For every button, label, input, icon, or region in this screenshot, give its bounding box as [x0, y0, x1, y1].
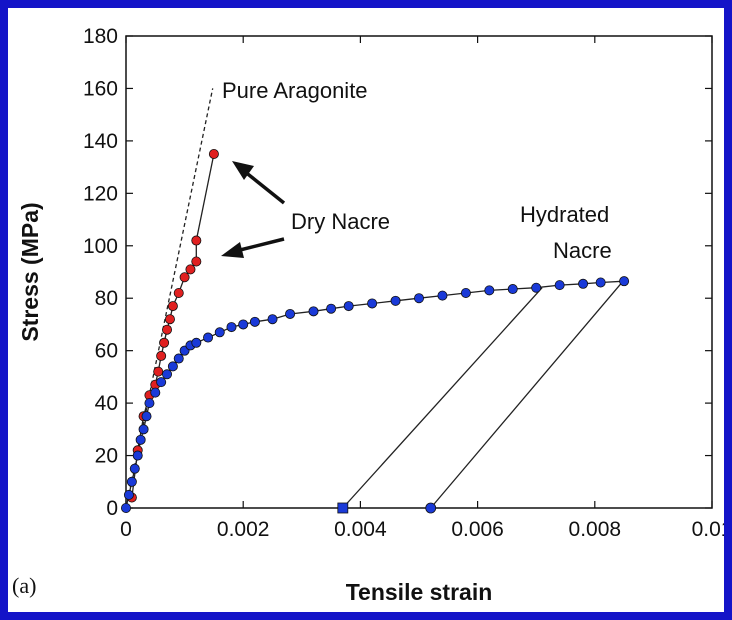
- data-point-dry-nacre: [191, 256, 202, 267]
- data-point-hydrated-nacre: [150, 387, 161, 398]
- y-tick-label: 20: [95, 445, 118, 468]
- data-point-hydrated-nacre: [144, 398, 155, 409]
- data-point-hydrated-nacre: [484, 285, 495, 296]
- data-point-hydrated-nacre: [238, 319, 249, 330]
- stress-strain-chart: 0 0.002 0.004 0.006 0.008 0.01 0 20 40 60 80 100 120…: [12, 25, 724, 605]
- data-point-hydrated-nacre: [203, 332, 214, 343]
- data-point-hydrated-nacre: [214, 327, 225, 338]
- data-point-hydrated-nacre: [367, 298, 378, 309]
- data-point-hydrated-nacre: [413, 293, 424, 304]
- data-point-hydrated-nacre: [267, 314, 278, 325]
- data-point-hydrated-nacre: [578, 278, 589, 289]
- series-line-unloading-2: [430, 279, 625, 509]
- data-point-hydrated-nacre: [285, 308, 296, 319]
- data-point-dry-nacre: [179, 272, 190, 283]
- y-tick-label: 40: [95, 392, 118, 415]
- data-point-hydrated-nacre: [308, 306, 319, 317]
- annotation-hydrated-line1: Hydrated: [520, 202, 609, 227]
- data-point-dry-nacre: [156, 350, 167, 361]
- plot-frame: [125, 35, 713, 509]
- data-point-hydrated-nacre: [123, 489, 134, 500]
- series-layer: [125, 88, 625, 509]
- data-point-hydrated-nacre: [460, 287, 471, 298]
- x-tick-label: 0.008: [569, 518, 622, 541]
- data-point-hydrated-nacre: [326, 303, 337, 314]
- x-tick-label: 0.006: [451, 518, 504, 541]
- marker-layer: [121, 148, 630, 514]
- data-point-hydrated-nacre: [390, 295, 401, 306]
- annotation-hydrated-line2: Nacre: [553, 238, 612, 263]
- data-point-hydrated-nacre: [343, 301, 354, 312]
- data-point-hydrated-nacre: [619, 276, 630, 287]
- y-tick-label: 140: [83, 130, 118, 153]
- data-point-hydrated-nacre: [249, 316, 260, 327]
- data-point-hydrated-nacre: [437, 290, 448, 301]
- data-point-hydrated-nacre: [191, 337, 202, 348]
- y-tick-label: 160: [83, 77, 118, 100]
- data-point-hydrated-nacre: [129, 463, 140, 474]
- annotation-pure-aragonite: Pure Aragonite: [222, 78, 368, 103]
- data-point-dry-nacre: [167, 301, 178, 312]
- data-point-unloading-2: [425, 502, 437, 514]
- series-line-unloading-1: [342, 287, 543, 509]
- x-tick-label: 0: [120, 518, 132, 541]
- data-point-hydrated-nacre: [132, 450, 143, 461]
- arrow-to-dry-nacre-top: [232, 161, 286, 205]
- data-point-unloading-1: [337, 502, 349, 514]
- data-point-hydrated-nacre: [135, 434, 146, 445]
- data-point-hydrated-nacre: [126, 476, 137, 487]
- axis-tick-labels: 0 0.002 0.004 0.006 0.008 0.01 0 20 40 60 80 100 120…: [83, 25, 724, 541]
- data-point-hydrated-nacre: [595, 277, 606, 288]
- data-point-dry-nacre: [159, 337, 170, 348]
- data-point-hydrated-nacre: [156, 377, 167, 388]
- data-point-hydrated-nacre: [226, 322, 237, 333]
- y-axis-label: Stress (MPa): [17, 202, 43, 341]
- data-point-hydrated-nacre: [141, 411, 152, 422]
- y-tick-label: 180: [83, 25, 118, 48]
- data-point-dry-nacre: [185, 264, 196, 275]
- data-point-hydrated-nacre: [554, 280, 565, 291]
- axis-ticks: [125, 35, 713, 509]
- data-point-dry-nacre: [153, 366, 164, 377]
- series-line-hydrated-nacre: [125, 280, 625, 509]
- data-point-hydrated-nacre: [167, 361, 178, 372]
- x-tick-label: 0.004: [334, 518, 387, 541]
- data-point-dry-nacre: [208, 148, 219, 159]
- x-axis-label: Tensile strain: [346, 579, 493, 605]
- series-line-dry-nacre: [131, 153, 215, 498]
- data-point-hydrated-nacre: [531, 282, 542, 293]
- data-point-dry-nacre: [162, 324, 173, 335]
- annotation-dry-nacre: Dry Nacre: [291, 209, 390, 234]
- data-point-hydrated-nacre: [138, 424, 149, 435]
- data-point-hydrated-nacre: [173, 353, 184, 364]
- data-point-hydrated-nacre: [507, 284, 518, 295]
- data-point-dry-nacre: [191, 235, 202, 246]
- y-tick-label: 120: [83, 182, 118, 205]
- data-point-dry-nacre: [173, 287, 184, 298]
- y-tick-label: 80: [95, 287, 118, 310]
- y-tick-label: 0: [106, 497, 118, 520]
- arrow-to-dry-nacre-mid: [221, 237, 285, 258]
- data-point-hydrated-nacre: [121, 502, 132, 513]
- panel-label: (a): [12, 573, 36, 598]
- y-tick-label: 60: [95, 340, 118, 363]
- chart-panel: 0 0.002 0.004 0.006 0.008 0.01 0 20 40 60 80 100 120…: [8, 8, 724, 612]
- data-point-hydrated-nacre: [162, 369, 173, 380]
- x-tick-label: 0.002: [217, 518, 270, 541]
- x-tick-label: 0.01: [692, 518, 724, 541]
- y-tick-label: 100: [83, 235, 118, 258]
- data-point-dry-nacre: [164, 314, 175, 325]
